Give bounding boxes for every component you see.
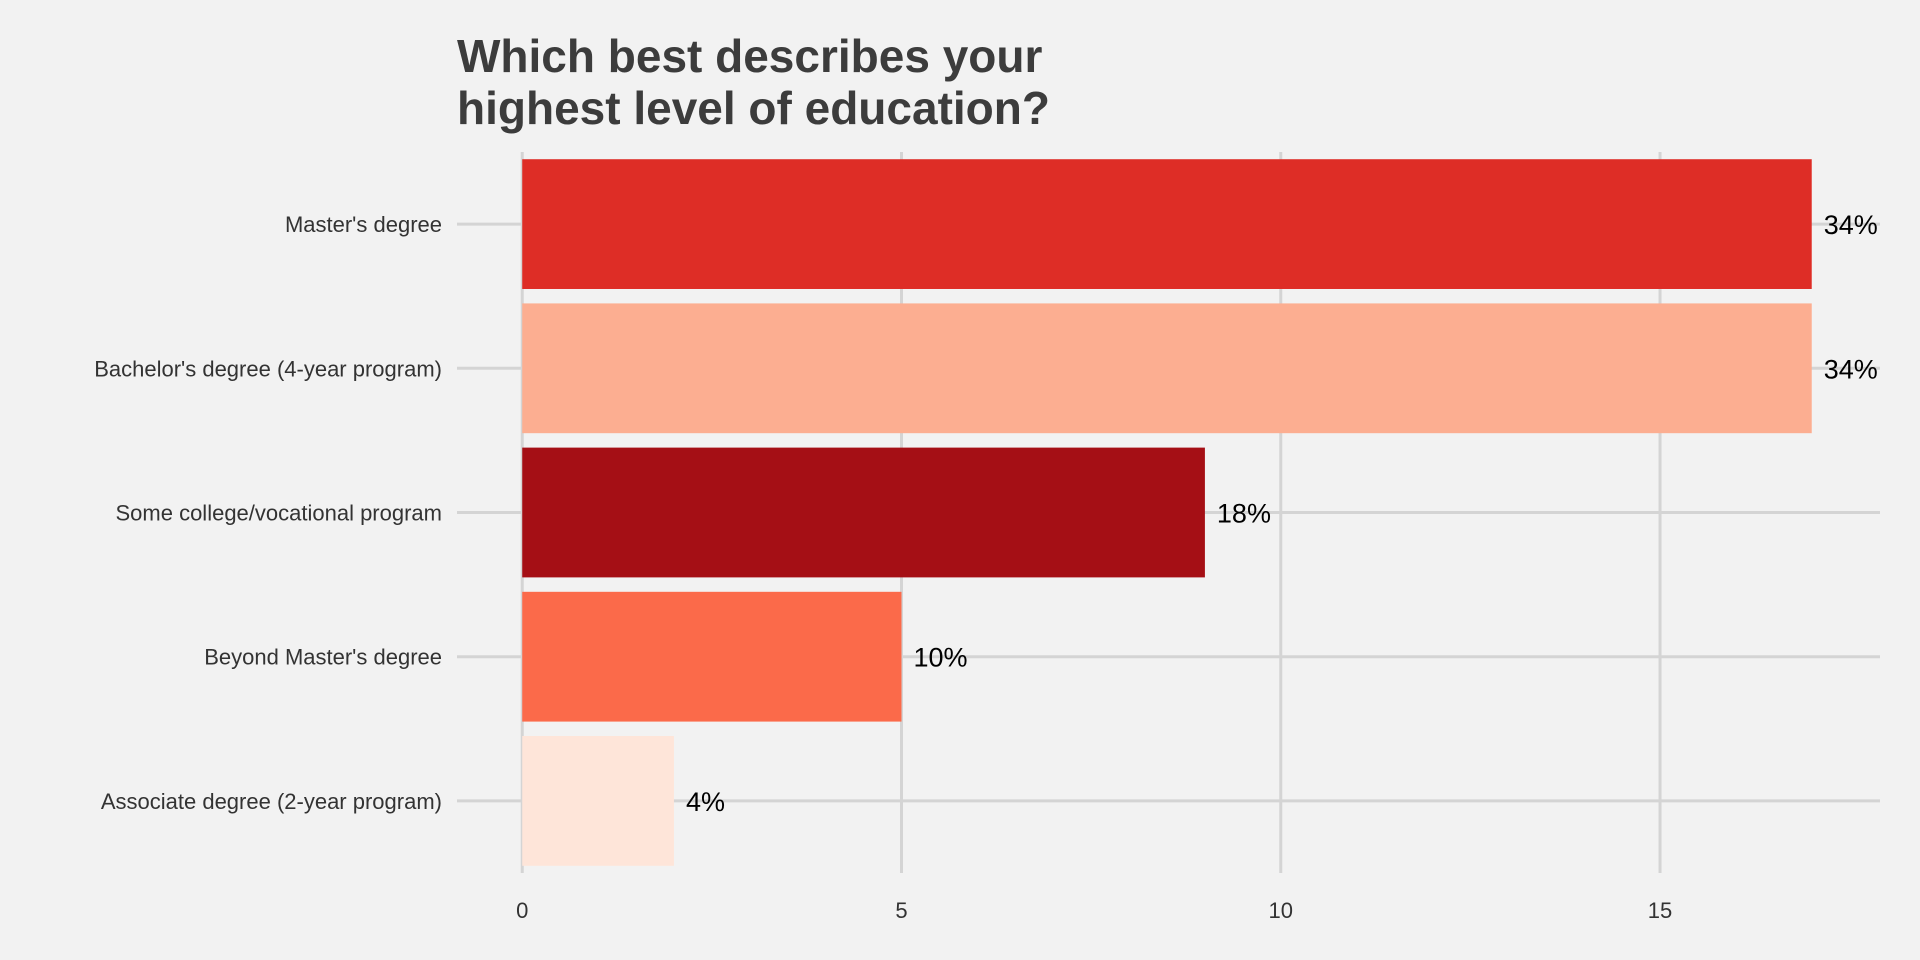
- bar-layer: [522, 159, 1812, 866]
- category-label: Bachelor's degree (4-year program): [94, 356, 442, 381]
- x-tick-label: 0: [516, 898, 528, 923]
- data-label: 34%: [1824, 210, 1878, 240]
- bar: [522, 303, 1812, 434]
- category-label: Beyond Master's degree: [204, 645, 442, 670]
- data-label: 10%: [913, 643, 967, 673]
- label-layer: Master's degree 34% Bachelor's degree (4-y…: [94, 210, 1878, 817]
- data-label: 18%: [1217, 499, 1271, 529]
- bar: [522, 591, 902, 722]
- bar: [522, 159, 1812, 289]
- chart-title-line-1: Which best describes your: [457, 30, 1042, 82]
- x-tick-label: 5: [895, 898, 907, 923]
- bar: [522, 736, 674, 866]
- category-label: Associate degree (2-year program): [101, 789, 442, 814]
- x-tick-label: 15: [1648, 898, 1672, 923]
- chart-title-line-2: highest level of education?: [457, 82, 1050, 134]
- tick-layer: 0 5 10 15: [516, 898, 1672, 923]
- category-label: Some college/vocational program: [115, 501, 442, 526]
- x-tick-label: 10: [1269, 898, 1293, 923]
- bar: [522, 447, 1205, 578]
- data-label: 4%: [686, 787, 725, 817]
- category-label: Master's degree: [285, 212, 442, 237]
- data-label: 34%: [1824, 354, 1878, 384]
